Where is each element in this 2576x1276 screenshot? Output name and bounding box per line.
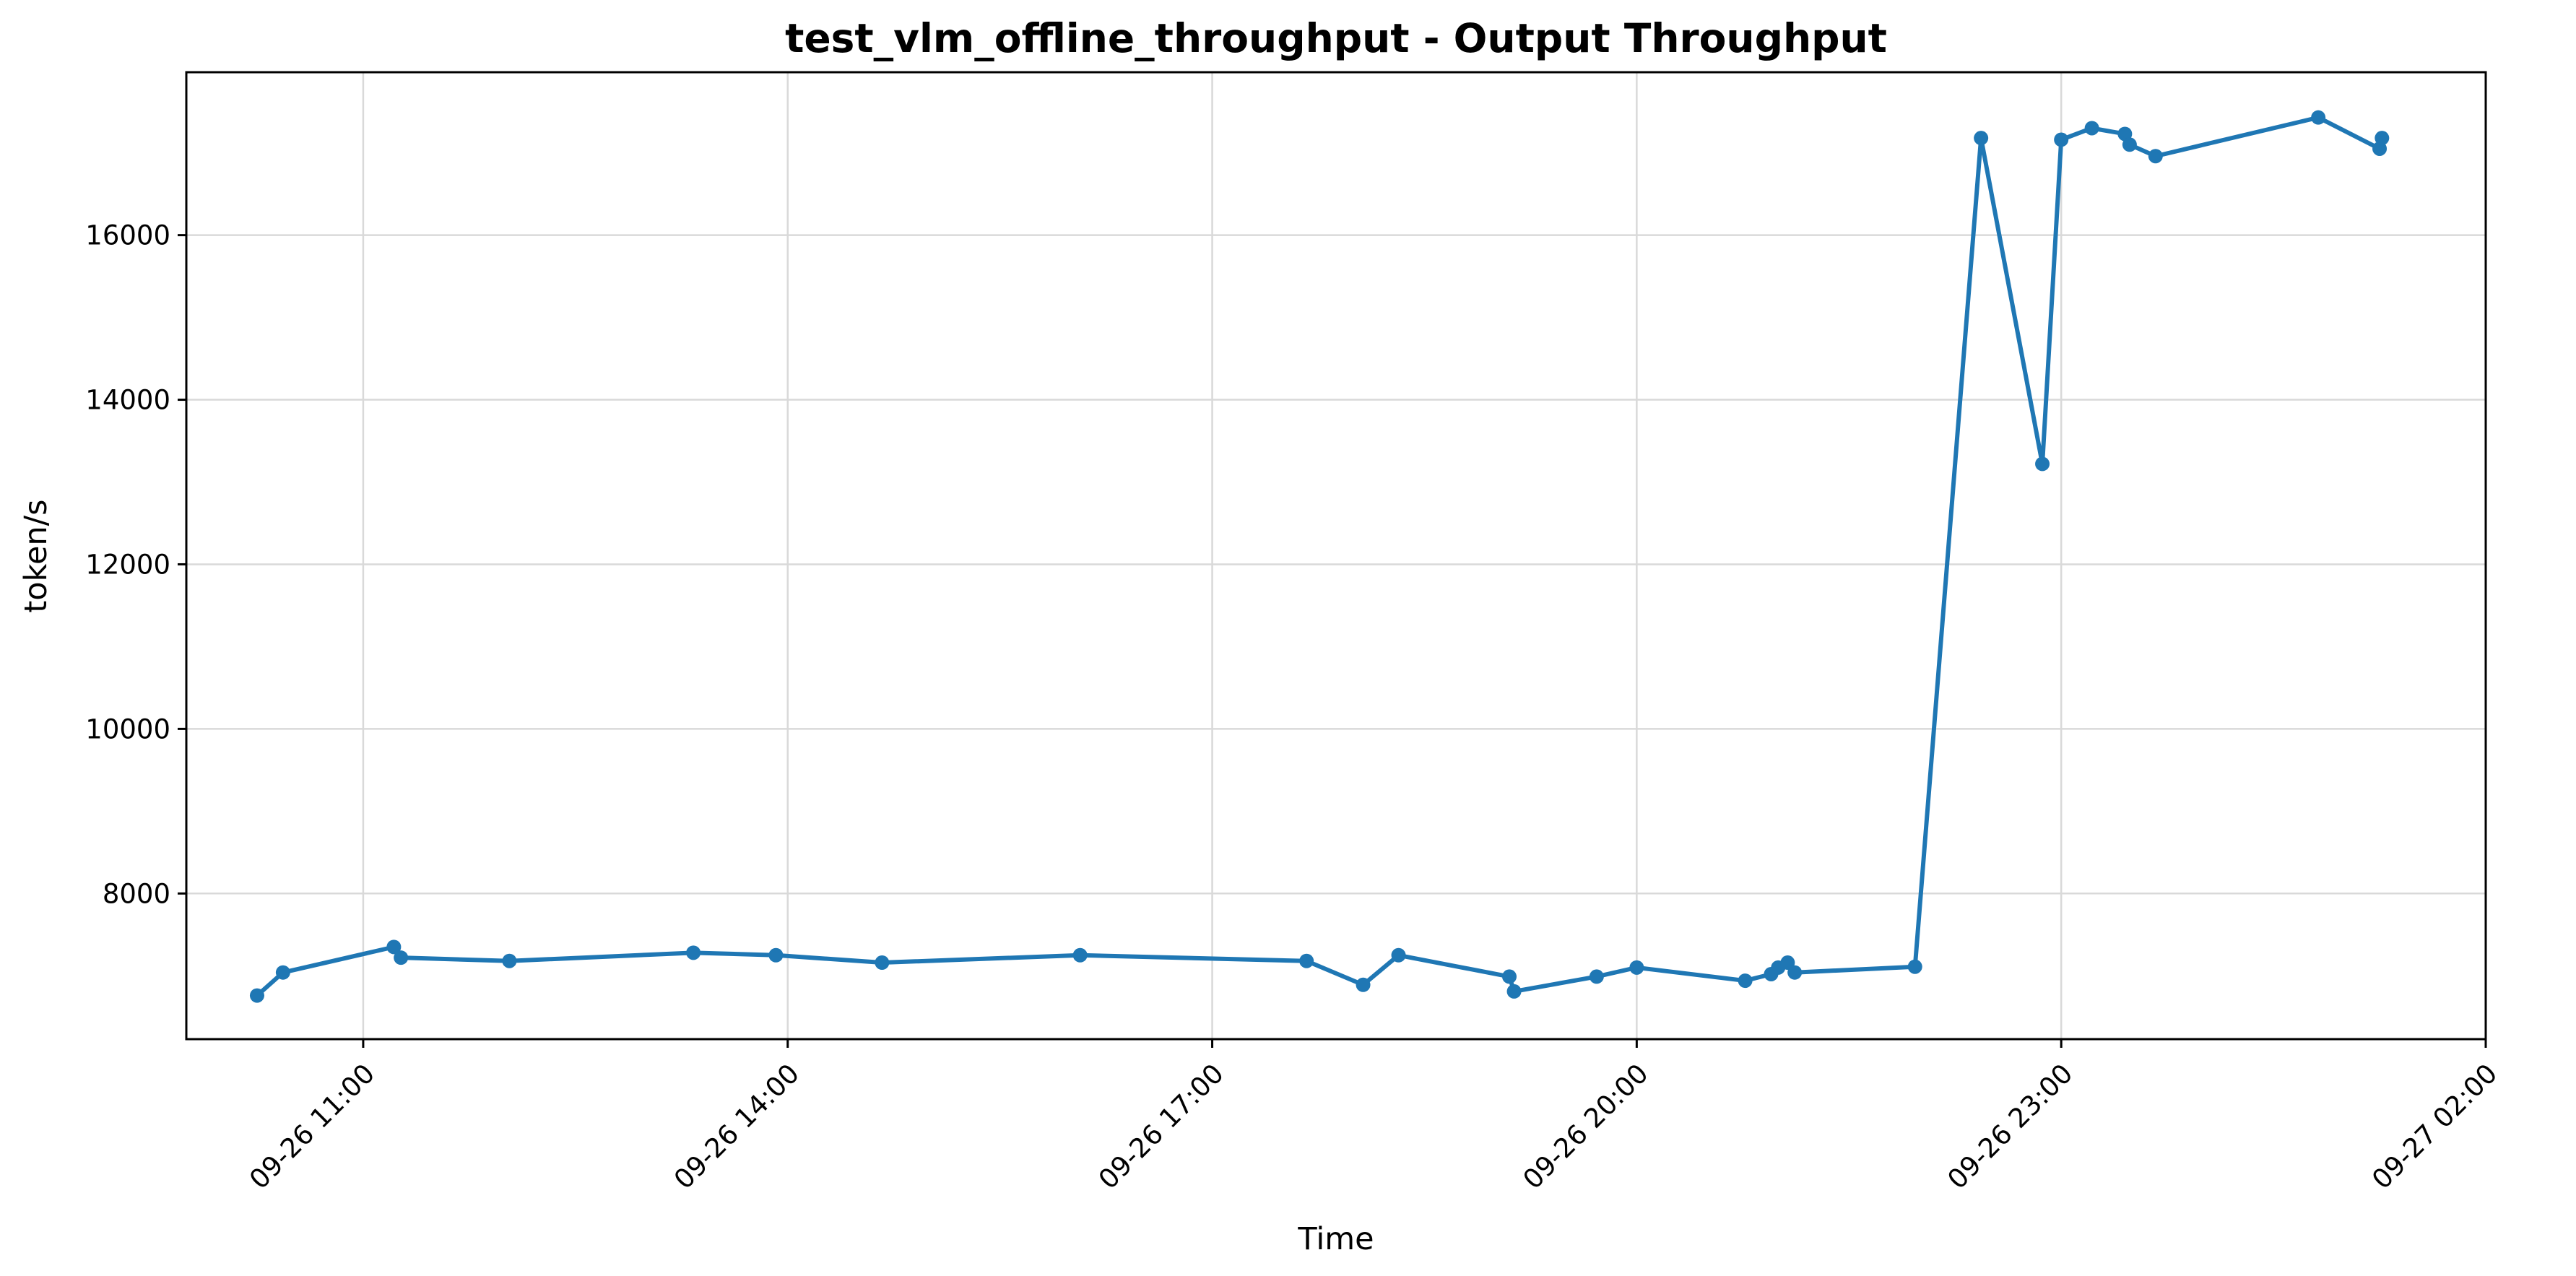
data-point bbox=[2084, 121, 2099, 136]
x-tick-label: 09-26 11:00 bbox=[243, 1058, 381, 1195]
series bbox=[249, 110, 2390, 1003]
data-point bbox=[1391, 947, 1406, 963]
data-point bbox=[2054, 132, 2069, 147]
x-tick-label: 09-27 02:00 bbox=[2366, 1058, 2503, 1195]
data-point bbox=[1787, 965, 1803, 980]
data-point bbox=[1974, 131, 1989, 146]
data-point bbox=[1907, 959, 1922, 974]
data-point bbox=[1356, 977, 1371, 992]
chart-title: test_vlm_offline_throughput - Output Thr… bbox=[785, 15, 1887, 61]
data-point bbox=[2375, 131, 2390, 146]
data-point bbox=[686, 945, 701, 960]
data-point bbox=[768, 947, 784, 963]
x-tick-label: 09-26 20:00 bbox=[1517, 1058, 1655, 1195]
plot-frame bbox=[185, 71, 2487, 1041]
data-point bbox=[502, 953, 517, 968]
data-point bbox=[1589, 969, 1604, 984]
data-point bbox=[275, 965, 290, 980]
y-tick-label: 8000 bbox=[103, 878, 170, 909]
data-point bbox=[1299, 953, 1314, 968]
data-point bbox=[1629, 960, 1644, 975]
y-tick-label: 14000 bbox=[85, 385, 170, 416]
x-tick-label: 09-26 14:00 bbox=[668, 1058, 805, 1195]
data-point bbox=[2035, 456, 2050, 472]
data-point bbox=[2311, 110, 2326, 125]
x-tick-label: 09-26 17:00 bbox=[1093, 1058, 1230, 1195]
data-point bbox=[2148, 149, 2163, 164]
data-point bbox=[249, 988, 264, 1003]
data-point bbox=[394, 950, 409, 965]
data-point bbox=[1072, 947, 1088, 963]
y-tick-label: 16000 bbox=[85, 220, 170, 251]
data-point bbox=[875, 955, 890, 971]
data-point bbox=[2122, 137, 2137, 152]
y-tick-label: 10000 bbox=[85, 713, 170, 745]
x-axis-label: Time bbox=[1297, 1221, 1374, 1257]
grid-lines bbox=[186, 72, 2487, 1039]
y-tick-label: 12000 bbox=[85, 549, 170, 580]
axis-ticks: 09-26 11:00 09-26 14:00 09-26 17:00 09-26 2… bbox=[85, 220, 2503, 1195]
data-point bbox=[386, 939, 402, 955]
data-point bbox=[1502, 969, 1517, 984]
data-point bbox=[1506, 984, 1522, 999]
x-tick-label: 09-26 23:00 bbox=[1941, 1058, 2078, 1195]
data-point bbox=[1738, 973, 1753, 989]
series-line bbox=[255, 115, 2385, 997]
y-axis-label: token/s bbox=[18, 499, 54, 612]
